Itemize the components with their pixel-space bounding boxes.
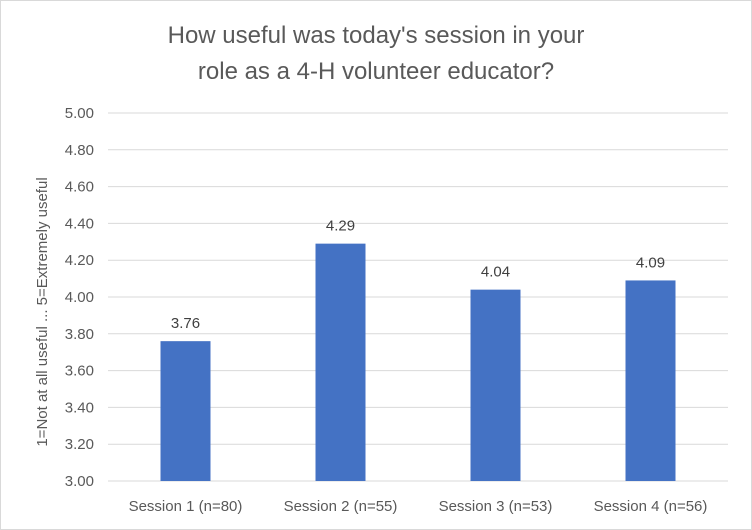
y-tick-label: 4.80 — [65, 142, 94, 159]
y-tick-label: 3.40 — [65, 399, 94, 416]
bar — [315, 243, 366, 481]
bar — [625, 280, 676, 481]
y-tick-label: 3.20 — [65, 436, 94, 453]
chart-title-line-1: How useful was today's session in your — [167, 22, 585, 49]
y-tick-label: 4.00 — [65, 289, 94, 306]
data-label: 3.76 — [171, 315, 200, 332]
y-axis-title: 1=Not at all useful ... 5=Extremely usef… — [34, 177, 51, 446]
y-tick-label: 3.80 — [65, 326, 94, 343]
x-axis-ticks: Session 1 (n=80) Session 2 (n=55) Session … — [129, 498, 708, 515]
x-tick-label: Session 1 (n=80) — [129, 498, 243, 515]
y-tick-label: 4.20 — [65, 252, 94, 269]
gridlines — [108, 112, 728, 482]
y-tick-label: 3.60 — [65, 363, 94, 380]
data-label: 4.29 — [326, 218, 355, 235]
chart-title-line-2: role as a 4-H volunteer educator? — [197, 58, 555, 85]
x-tick-label: Session 3 (n=53) — [439, 498, 553, 515]
x-tick-label: Session 2 (n=55) — [284, 498, 398, 515]
y-axis-ticks: 3.00 3.20 3.40 3.60 3.80 4.00 4.20 4.40 4.60 4.80… — [65, 105, 94, 490]
data-labels: 3.76 4.29 4.04 4.09 — [171, 218, 665, 333]
y-tick-label: 4.40 — [65, 215, 94, 232]
bar — [470, 289, 521, 481]
data-label: 4.09 — [636, 254, 665, 271]
x-tick-label: Session 4 (n=56) — [594, 498, 708, 515]
data-label: 4.04 — [481, 264, 510, 281]
chart-title: How useful was today's session in your r… — [0, 18, 752, 90]
y-tick-label: 4.60 — [65, 179, 94, 196]
y-tick-label: 5.00 — [65, 105, 94, 122]
bars — [160, 243, 676, 481]
bar — [160, 341, 211, 481]
y-tick-label: 3.00 — [65, 473, 94, 490]
